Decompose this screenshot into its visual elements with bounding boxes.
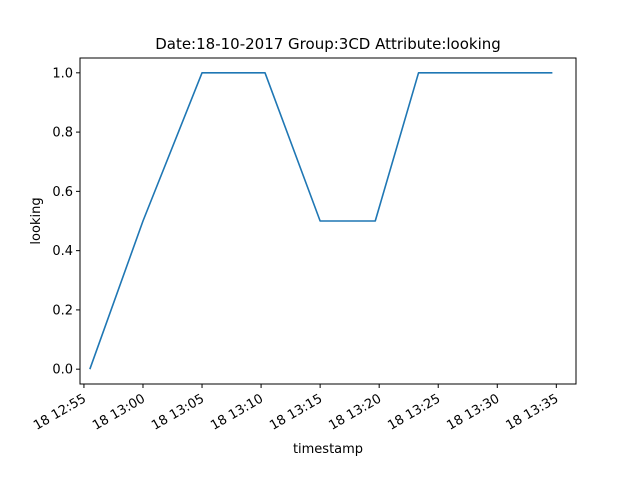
axis-ticks: 0.00.20.40.60.81.018 12:55 18 13:00 18 13:… xyxy=(31,66,561,433)
plot-area xyxy=(89,72,553,370)
x-tick-label: 18 12:55 xyxy=(31,391,89,433)
x-tick-label: 18 13:30 xyxy=(444,391,502,433)
y-tick-label: 1.0 xyxy=(52,66,73,81)
data-point xyxy=(201,72,203,74)
data-point xyxy=(142,220,144,222)
chart-title: Date:18-10-2017 Group:3CD Attribute:look… xyxy=(155,35,501,53)
series-line xyxy=(89,72,553,370)
y-tick-label: 0.4 xyxy=(52,244,73,259)
x-tick-label: 18 13:10 xyxy=(208,391,266,433)
data-point xyxy=(89,368,91,370)
y-tick-label: 0.8 xyxy=(52,126,73,141)
plot-frame xyxy=(79,57,577,385)
x-tick-label: 18 13:25 xyxy=(385,391,443,433)
data-point xyxy=(264,72,266,74)
data-point xyxy=(319,220,321,222)
data-point xyxy=(417,72,419,74)
data-point xyxy=(551,72,553,74)
y-tick-label: 0.6 xyxy=(52,185,73,200)
x-tick-label: 18 13:20 xyxy=(326,391,384,433)
data-point xyxy=(374,220,376,222)
y-tick-label: 0.0 xyxy=(52,363,73,378)
y-axis-label: looking xyxy=(29,197,44,244)
x-tick-label: 18 13:35 xyxy=(503,391,561,433)
x-tick-label: 18 13:00 xyxy=(90,391,148,433)
y-tick-label: 0.2 xyxy=(52,303,73,318)
x-axis-label: timestamp xyxy=(293,442,363,457)
x-tick-label: 18 13:05 xyxy=(149,391,207,433)
x-tick-label: 18 13:15 xyxy=(267,391,325,433)
